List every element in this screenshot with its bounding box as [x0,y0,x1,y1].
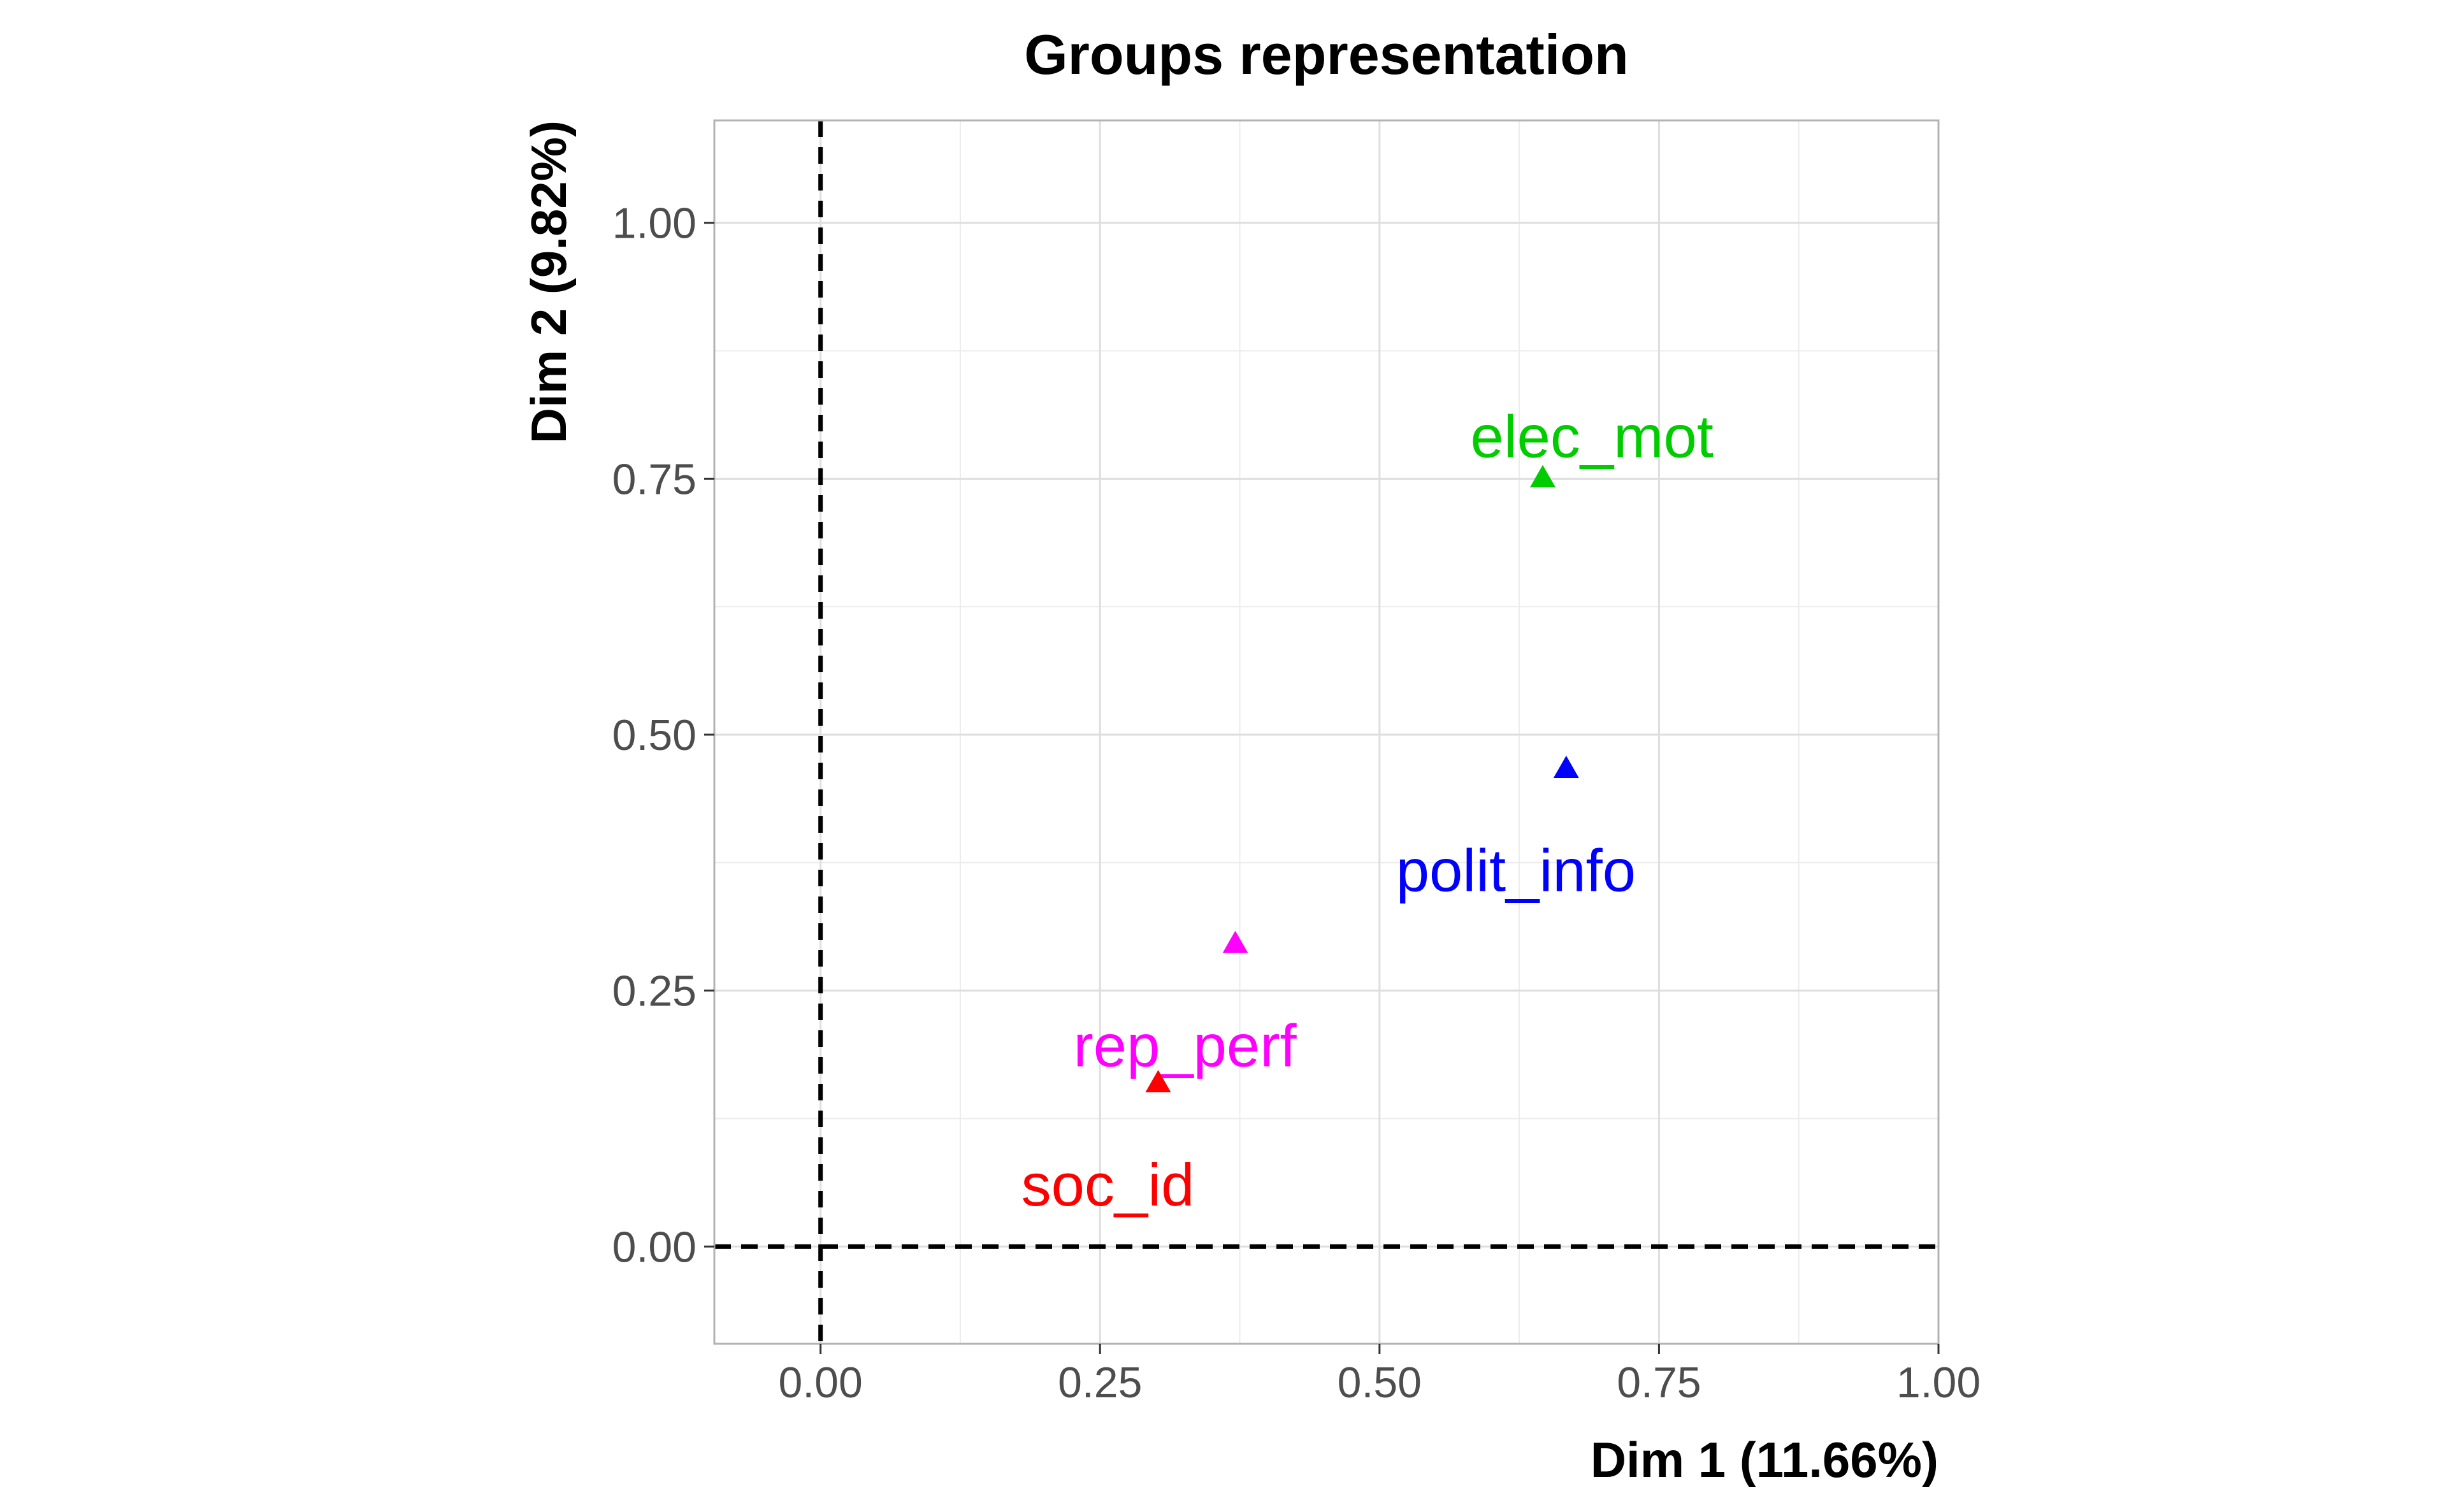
point-label-elec-mot: elec_mot [1470,403,1713,470]
point-marker-soc-id [1145,1070,1171,1093]
tick-layer: 0.00 0.25 0.50 0.75 1.00 0.00 0.25 0.50 0.75 1.00 [612,199,1981,1407]
point-layer: elec_mot polit_info rep_perf soc_id [1021,403,1714,1218]
point-marker-rep-perf [1222,930,1248,953]
reference-lines [714,120,1938,1344]
x-tick-label: 0.75 [1617,1358,1701,1407]
x-axis-title: Dim 1 (11.66%) [1591,1432,1938,1488]
x-tick-label: 0.25 [1058,1358,1142,1407]
y-axis-title: Dim 2 (9.82%) [521,120,577,443]
point-label-soc-id: soc_id [1021,1151,1195,1218]
x-tick-label: 0.50 [1338,1358,1422,1407]
y-tick-label: 1.00 [612,199,697,248]
point-marker-elec-mot [1529,464,1556,487]
x-tick-label: 0.00 [778,1358,862,1407]
y-tick-label: 0.25 [612,967,697,1016]
point-label-polit-info: polit_info [1396,837,1636,904]
x-tick-label: 1.00 [1896,1358,1981,1407]
y-tick-label: 0.50 [612,711,697,760]
y-tick-label: 0.00 [612,1223,697,1271]
point-marker-polit-info [1553,756,1579,779]
point-label-rep-perf: rep_perf [1074,1012,1297,1079]
y-tick-label: 0.75 [612,455,697,503]
chart-title: Groups representation [1024,23,1629,86]
panel-border [713,119,1940,1345]
